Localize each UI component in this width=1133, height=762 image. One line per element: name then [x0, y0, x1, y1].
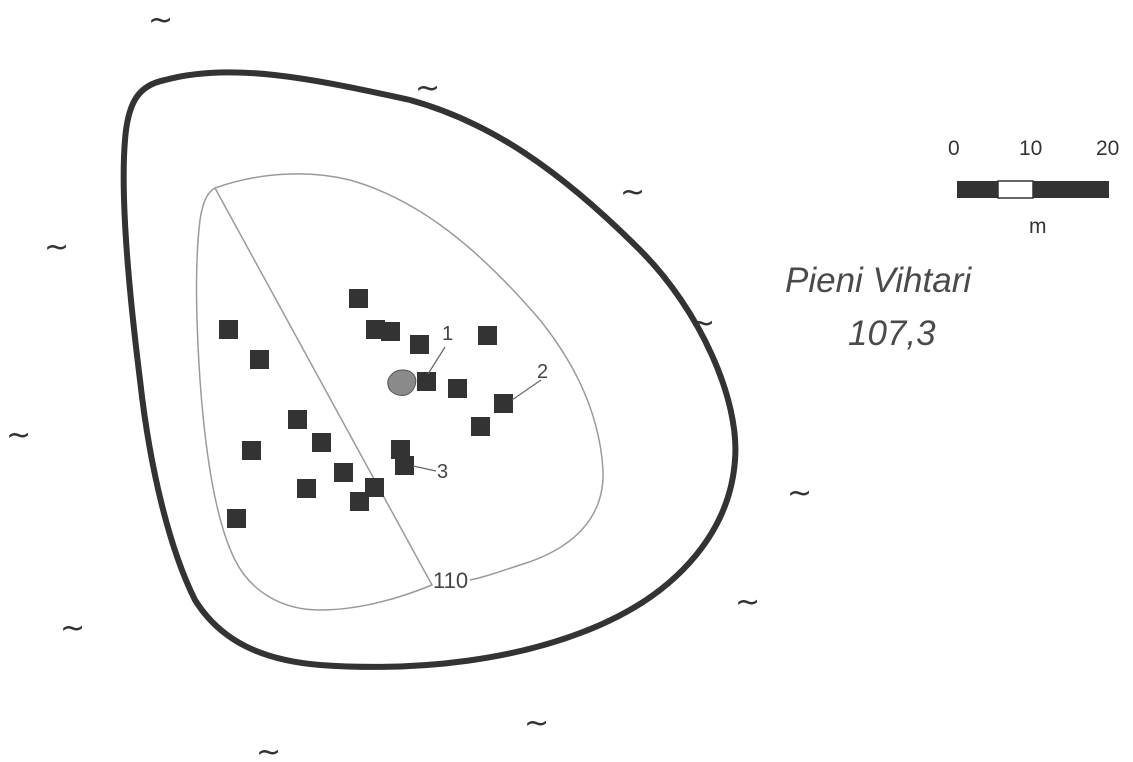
pit-group	[219, 289, 513, 528]
pit-marker	[312, 433, 331, 452]
feature-label-3: 3	[437, 461, 448, 483]
pit-marker	[350, 492, 369, 511]
pit-marker	[227, 509, 246, 528]
pit-marker	[478, 326, 497, 345]
scale-segment-light	[997, 180, 1034, 199]
pit-marker	[366, 320, 385, 339]
feature-label-1: 1	[442, 323, 453, 345]
pit-marker	[417, 372, 436, 391]
pit-marker	[365, 478, 384, 497]
scale-segment-dark-2	[1033, 181, 1109, 198]
pit-marker	[242, 441, 261, 460]
water-symbol: ~	[524, 706, 549, 741]
pit-marker	[395, 456, 414, 475]
water-symbol: ~	[415, 71, 440, 106]
scale-unit: m	[1029, 215, 1047, 238]
contour-line-110	[195, 173, 604, 611]
lake-elevation: 107,3	[848, 314, 936, 353]
scale-bar: 0 10 20 m	[948, 137, 1119, 238]
water-symbol: ~	[6, 418, 31, 453]
water-symbol: ~	[44, 230, 69, 265]
pit-marker	[494, 394, 513, 413]
pit-marker	[297, 479, 316, 498]
water-symbol: ~	[620, 175, 645, 210]
water-symbol: ~	[787, 476, 812, 511]
water-symbol: ~	[256, 735, 281, 762]
pit-marker	[471, 417, 490, 436]
pit-marker	[448, 379, 467, 398]
feature-label-2: 2	[537, 361, 548, 383]
water-symbol: ~	[735, 585, 760, 620]
scale-segment-dark-1	[957, 181, 998, 198]
water-symbols: ~ ~ ~ ~ ~ ~ ~ ~ ~ ~ ~	[6, 3, 812, 762]
pit-marker	[381, 322, 400, 341]
lake-name: Pieni Vihtari	[785, 261, 972, 300]
leader-line-2	[511, 379, 542, 401]
pit-marker	[219, 320, 238, 339]
scale-tick-10: 10	[1019, 137, 1042, 160]
pit-marker	[288, 410, 307, 429]
scale-tick-20: 20	[1096, 137, 1119, 160]
contour-label: 110	[433, 568, 468, 593]
island-outline	[120, 69, 739, 670]
water-symbol: ~	[60, 611, 85, 646]
pit-marker	[349, 289, 368, 308]
pit-marker	[250, 350, 269, 369]
scale-tick-0: 0	[948, 137, 960, 160]
pit-marker	[410, 335, 429, 354]
stone-marker	[387, 369, 417, 396]
water-symbol: ~	[690, 306, 715, 341]
pit-marker	[391, 440, 410, 459]
leader-line-3	[412, 465, 437, 472]
leader-line-1	[427, 346, 446, 375]
pit-marker	[334, 463, 353, 482]
water-symbol: ~	[148, 3, 173, 38]
